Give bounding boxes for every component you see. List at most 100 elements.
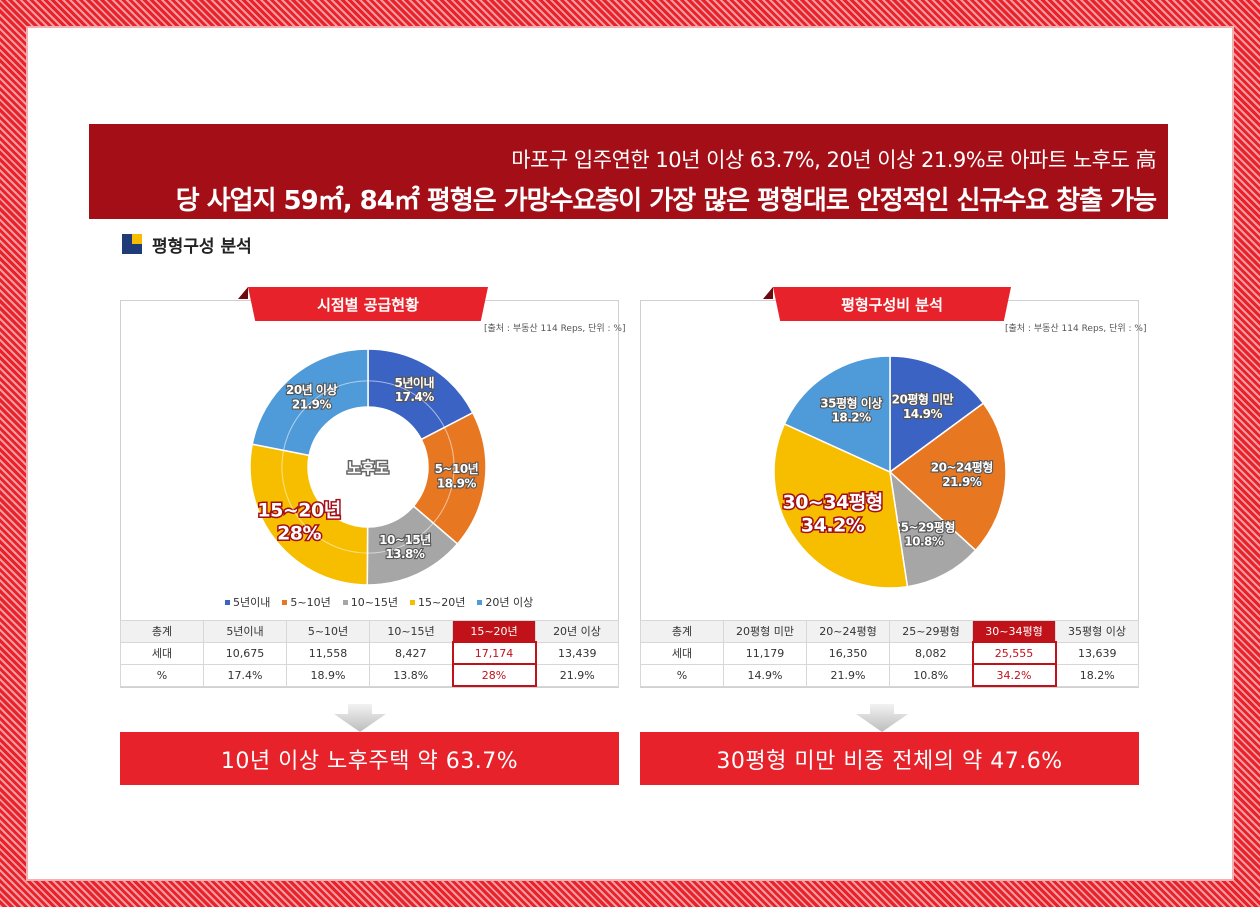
- table-row: 총계 20평형 미만 20~24평형 25~29평형 30~34평형 35평형 이상: [640, 620, 1139, 643]
- slice-1-4: [783, 355, 891, 474]
- donut-inner-ring: [281, 380, 455, 554]
- slice-label-1-0-0: 20평형 미만: [892, 392, 954, 407]
- table-cell: 11,179: [723, 641, 807, 665]
- table-header-cell: 20평형 미만: [723, 620, 807, 643]
- right-down-arrow-icon: [856, 704, 908, 732]
- table-cell: 18.9%: [286, 663, 370, 687]
- slice-label-0-0-1: 17.4%: [395, 390, 435, 404]
- slice-label-1-3-0: 30~34평형: [782, 492, 882, 514]
- left-legend: 5년이내 5~10년 10~15년 15~20년 20년 이상: [225, 594, 533, 610]
- legend-label: 5년이내: [233, 596, 271, 609]
- slice-label-1-2-0: 25~29평형: [893, 519, 955, 534]
- table-header-cell: 30~34평형: [972, 620, 1056, 643]
- legend-label: 10~15년: [350, 596, 399, 609]
- donut-chart: 5년이내17.4%5~10년18.9%10~15년13.8%15~20년28%2…: [249, 348, 487, 586]
- slice-label-0-1-0: 5~10년: [435, 462, 479, 476]
- slice-label-1-3-1: 34.2%: [801, 515, 865, 537]
- legend-item: 10~15년: [342, 594, 399, 610]
- table-cell: 10.8%: [889, 663, 973, 687]
- table-cell: 17,174: [451, 641, 537, 665]
- right-data-table: 총계 20평형 미만 20~24평형 25~29평형 30~34평형 35평형 이상 세대 1…: [640, 620, 1139, 687]
- table-row: % 17.4% 18.9% 13.8% 28% 21.9%: [120, 663, 619, 687]
- legend-label: 5~10년: [290, 596, 331, 609]
- banner-line-1: 마포구 입주연한 10년 이상 63.7%, 20년 이상 21.9%로 아파트…: [511, 148, 1156, 172]
- left-source: [출처 : 부동산 114 Reps, 단위 : %]: [484, 324, 626, 334]
- slice-1-1: [888, 402, 1007, 552]
- slice-label-0-4-0: 20년 이상: [286, 382, 337, 397]
- table-cell: 14.9%: [723, 663, 807, 687]
- table-cell: 34.2%: [971, 663, 1057, 687]
- table-cell: 11,558: [286, 641, 370, 665]
- legend-swatch: [477, 599, 483, 605]
- table-cell: 세대: [640, 641, 724, 665]
- table-row: 세대 10,675 11,558 8,427 17,174 13,439: [120, 641, 619, 665]
- slice-label-1-2-1: 10.8%: [904, 535, 944, 549]
- table-header-cell: 5년이내: [203, 620, 287, 643]
- left-data-table: 총계 5년이내 5~10년 10~15년 15~20년 20년 이상 세대 10,675 11,…: [120, 620, 619, 687]
- legend-label: 20년 이상: [485, 596, 534, 609]
- right-summary: 30평형 미만 비중 전체의 약 47.6%: [640, 732, 1139, 785]
- table-cell: 28%: [451, 663, 537, 687]
- legend-item: 5~10년: [282, 594, 331, 610]
- slice-label-1-1-1: 21.9%: [942, 475, 982, 489]
- section-title: 평형구성 분석: [122, 232, 252, 257]
- table-cell: 13,439: [535, 641, 619, 665]
- table-cell: %: [120, 663, 204, 687]
- table-header-cell: 15~20년: [452, 620, 536, 643]
- legend-item: 15~20년: [410, 594, 465, 610]
- table-cell: %: [640, 663, 724, 687]
- slice-label-1-4-0: 35평형 이상: [820, 395, 882, 410]
- table-cell: 25,555: [971, 641, 1057, 665]
- slice-0-3: [249, 443, 369, 586]
- header-banner: 마포구 입주연한 10년 이상 63.7%, 20년 이상 21.9%로 아파트…: [89, 124, 1168, 219]
- table-row: % 14.9% 21.9% 10.8% 34.2% 18.2%: [640, 663, 1139, 687]
- right-source: [출처 : 부동산 114 Reps, 단위 : %]: [1005, 324, 1147, 334]
- table-header-cell: 25~29평형: [889, 620, 973, 643]
- slice-label-1-4-1: 18.2%: [832, 411, 872, 425]
- slice-label-0-3-1: 28%: [277, 522, 321, 544]
- slice-label-0-4-1: 21.9%: [292, 397, 332, 411]
- section-square-icon: [122, 234, 142, 254]
- table-cell: 세대: [120, 641, 204, 665]
- legend-swatch: [410, 599, 416, 605]
- table-cell: 10,675: [203, 641, 287, 665]
- slice-1-2: [888, 470, 977, 588]
- slice-label-1-0-1: 14.9%: [903, 407, 943, 421]
- legend-swatch: [282, 599, 288, 605]
- legend-swatch: [342, 599, 348, 605]
- slice-label-0-2-1: 13.8%: [385, 547, 425, 561]
- table-header-cell: 35평형 이상: [1055, 620, 1139, 643]
- table-cell: 8,427: [369, 641, 453, 665]
- right-tab-fold: [763, 287, 773, 299]
- legend-swatch: [225, 599, 230, 605]
- table-cell: 18.2%: [1055, 663, 1139, 687]
- table-row: 총계 5년이내 5~10년 10~15년 15~20년 20년 이상: [120, 620, 619, 643]
- table-cell: 13.8%: [369, 663, 453, 687]
- table-header-cell: 총계: [120, 620, 204, 643]
- left-summary: 10년 이상 노후주택 약 63.7%: [120, 732, 619, 785]
- table-header-cell: 총계: [640, 620, 724, 643]
- slice-label-1-1-0: 20~24평형: [931, 460, 993, 475]
- table-cell: 8,082: [889, 641, 973, 665]
- banner-line-2: 당 사업지 59㎡, 84㎡ 평형은 가망수요층이 가장 많은 평형대로 안정적…: [175, 186, 1157, 216]
- table-header-cell: 20년 이상: [535, 620, 619, 643]
- legend-item: 20년 이상: [477, 594, 533, 610]
- donut-center-label: 노후도: [347, 459, 389, 477]
- table-cell: 21.9%: [535, 663, 619, 687]
- table-header-cell: 20~24평형: [806, 620, 890, 643]
- slice-label-0-1-1: 18.9%: [437, 477, 477, 491]
- left-chart-title: 시점별 공급현황: [248, 287, 488, 321]
- table-row: 세대 11,179 16,350 8,082 25,555 13,639: [640, 641, 1139, 665]
- legend-item: 5년이내: [225, 594, 270, 610]
- frame-inner-border: [26, 26, 1234, 881]
- table-header-cell: 5~10년: [286, 620, 370, 643]
- slice-1-0: [889, 355, 985, 474]
- table-cell: 17.4%: [203, 663, 287, 687]
- slice-0-4: [251, 348, 369, 457]
- table-cell: 21.9%: [806, 663, 890, 687]
- slice-label-0-0-0: 5년이내: [395, 375, 435, 390]
- table-cell: 13,639: [1055, 641, 1139, 665]
- section-title-text: 평형구성 분석: [152, 236, 252, 257]
- left-tab-fold: [238, 287, 248, 299]
